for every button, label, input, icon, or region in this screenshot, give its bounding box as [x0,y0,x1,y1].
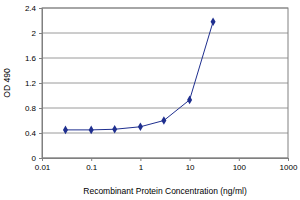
marker [89,126,94,135]
x-tick: 0.01 [35,158,51,172]
line [65,22,213,130]
x-axis: 0.01 0.1 1 10 100 1000 [35,158,298,172]
grid-line [42,33,288,34]
x-tick-label: 10 [186,163,195,172]
x-tick-label: 1000 [280,163,298,172]
x-tick-label: 0.1 [86,163,98,172]
x-tick: 100 [233,158,247,172]
grid-line [42,58,288,59]
y-tick: 0.4 [25,129,42,138]
y-tick-label: 0 [32,154,37,163]
x-tick: 10 [186,158,195,172]
x-tick-mark [140,158,141,161]
marker [161,116,166,125]
chart: 0.01 0.1 1 10 100 1000 0 0.4 0.8 1.2 1.6 2 2.4 Recomb… [0,0,300,200]
x-tick: 0.1 [86,158,98,172]
y-tick-label: 0.4 [25,129,37,138]
y-tick: 1.6 [25,54,42,63]
y-tick-mark [39,83,42,84]
x-tick: 1 [139,158,144,172]
y-axis-line [39,9,43,159]
marker [138,122,143,131]
grid-line [42,133,288,134]
x-tick-label: 1 [139,163,144,172]
marker [63,126,68,135]
y-tick-mark [39,108,42,109]
y-tick-mark [39,8,42,9]
x-tick-mark [91,158,92,161]
y-axis-title: OD 490 [2,68,12,98]
marker [187,96,192,105]
marks [63,17,216,134]
y-tick: 2.4 [25,4,42,13]
y-tick-label: 2 [32,29,37,38]
y-tick-label: 1.6 [25,54,37,63]
x-tick-mark [190,158,191,161]
y-tick: 0 [32,154,42,163]
y-tick-mark [39,158,42,159]
plot-frame [42,8,288,158]
y-tick: 1.2 [25,79,42,88]
y-tick-label: 0.8 [25,104,37,113]
y-tick-mark [39,33,42,34]
marker [112,125,117,134]
y-tick-label: 1.2 [25,79,37,88]
x-tick-label: 100 [233,163,247,172]
x-tick-mark [239,158,240,161]
marker [211,17,216,26]
x-axis-title: Recombinant Protein Concentration (ng/ml… [83,186,247,196]
y-tick-label: 2.4 [25,4,37,13]
x-tick-label: 0.01 [35,163,51,172]
grid [42,8,288,158]
y-tick: 0.8 [25,104,42,113]
y-tick-mark [39,133,42,134]
y-tick: 2 [32,29,42,38]
grid-line [42,108,288,109]
y-axis: 0 0.4 0.8 1.2 1.6 2 2.4 [25,4,43,163]
plot: 0.01 0.1 1 10 100 1000 0 0.4 0.8 1.2 1.6 2 2.4 [25,4,298,172]
grid-line [42,83,288,84]
x-tick: 1000 [280,158,298,172]
x-axis-line [43,159,289,162]
x-tick-mark [288,158,289,161]
y-tick-mark [39,58,42,59]
